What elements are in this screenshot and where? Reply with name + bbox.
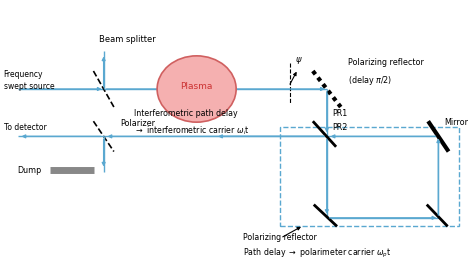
- Text: (delay $\pi$/2): (delay $\pi$/2): [348, 74, 392, 87]
- Text: Frequency
swept source: Frequency swept source: [4, 70, 55, 91]
- Text: Polarizer: Polarizer: [120, 119, 155, 128]
- Text: Polarizing reflector: Polarizing reflector: [243, 233, 317, 242]
- Text: Beam splitter: Beam splitter: [99, 35, 155, 44]
- Ellipse shape: [157, 56, 236, 122]
- Text: Mirror: Mirror: [444, 118, 468, 127]
- Text: $\rightarrow$ interferometric carrier $\omega_i$t: $\rightarrow$ interferometric carrier $\…: [134, 124, 250, 137]
- Text: Plasma: Plasma: [181, 82, 213, 91]
- Text: PR1: PR1: [332, 109, 347, 118]
- Text: To detector: To detector: [4, 123, 46, 132]
- Text: Dump: Dump: [18, 166, 42, 175]
- Bar: [280, 127, 459, 226]
- Text: Path delay $\rightarrow$ polarimeter carrier $\omega_p$t: Path delay $\rightarrow$ polarimeter car…: [243, 247, 392, 260]
- Text: PR2: PR2: [332, 123, 348, 132]
- Text: Interferometric path delay: Interferometric path delay: [134, 109, 237, 118]
- Text: Polarizing reflector: Polarizing reflector: [348, 58, 424, 68]
- Text: $\psi$: $\psi$: [295, 54, 303, 66]
